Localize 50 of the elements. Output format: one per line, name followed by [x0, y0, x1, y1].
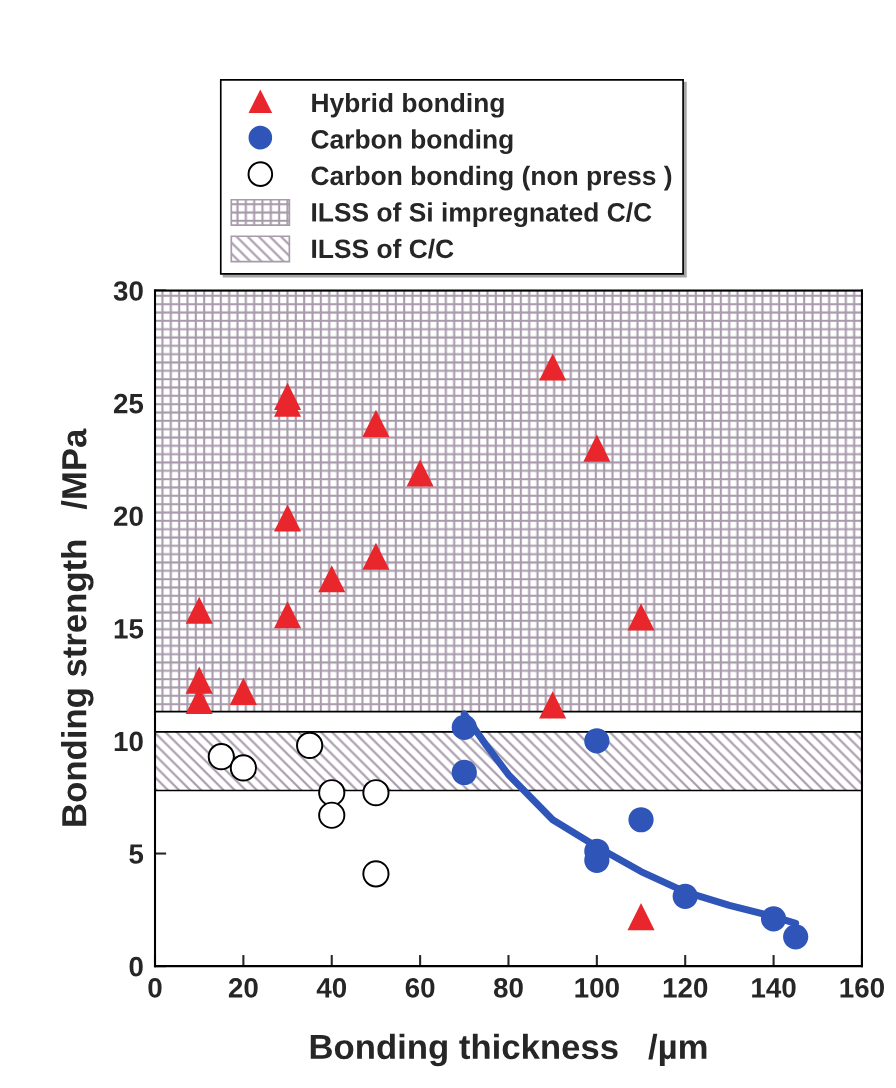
- point: [627, 903, 655, 931]
- y-axis-title: Bonding strength /MPa: [61, 428, 94, 826]
- legend-label: ILSS of C/C: [312, 238, 454, 259]
- point: [207, 743, 235, 771]
- point: [318, 801, 346, 829]
- point: [451, 759, 477, 786]
- point: [760, 906, 787, 932]
- legend-label: ILSS of Si impregnated C/C: [312, 202, 652, 228]
- point: [627, 603, 655, 631]
- point: [584, 728, 610, 754]
- y-tick-label: 20: [113, 506, 143, 527]
- point: [318, 565, 346, 593]
- x-tick-label: 60: [405, 977, 435, 998]
- point: [539, 353, 567, 381]
- point: [672, 883, 698, 909]
- point: [185, 596, 213, 624]
- legend-label: Carbon bonding (non press ): [311, 165, 672, 191]
- y-tick-label: 25: [113, 393, 144, 414]
- y-tick-label: 0: [129, 956, 143, 977]
- x-tick-label: 120: [663, 977, 708, 998]
- point: [362, 779, 390, 807]
- x-tick-label: 140: [752, 977, 796, 998]
- point: [274, 504, 302, 532]
- x-tick-label: 160: [840, 977, 884, 998]
- point: [406, 459, 434, 487]
- legend-label: Carbon bonding: [311, 129, 513, 155]
- x-tick-label: 100: [575, 977, 619, 998]
- x-axis-title: Bonding thickness /µm: [310, 1033, 707, 1067]
- x-tick-label: 40: [316, 977, 347, 998]
- point: [539, 691, 567, 719]
- point: [783, 924, 809, 950]
- point: [362, 409, 390, 437]
- point: [185, 666, 213, 694]
- point: [318, 779, 346, 807]
- point: [229, 677, 257, 705]
- y-tick-label: 5: [129, 844, 144, 864]
- y-tick-label: 10: [114, 731, 143, 752]
- point: [296, 731, 324, 760]
- legend-label: Hybrid bonding: [312, 92, 504, 118]
- point: [628, 807, 654, 833]
- y-tick-label: 30: [113, 281, 143, 301]
- point: [274, 601, 302, 629]
- x-tick-label: 80: [493, 977, 523, 998]
- point: [451, 714, 477, 741]
- point: [583, 434, 611, 462]
- x-tick-label: 20: [228, 977, 258, 998]
- point: [229, 754, 257, 782]
- y-tick-label: 15: [114, 619, 144, 639]
- point: [362, 542, 390, 570]
- x-tick-label: 0: [148, 977, 162, 998]
